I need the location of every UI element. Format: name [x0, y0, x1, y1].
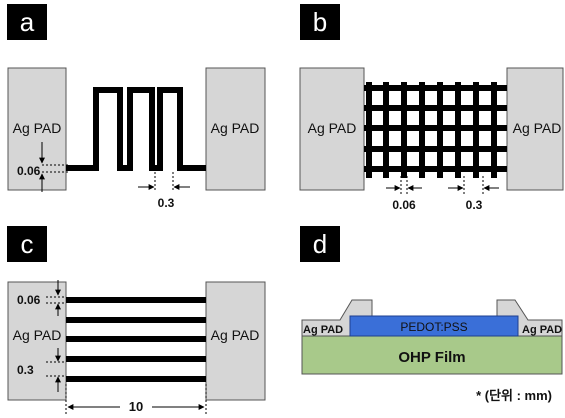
panel-d-letter: d: [313, 229, 327, 259]
panel-c-spacing-label: 0.3: [17, 363, 34, 377]
panel-d: d OHP Film Ag PAD Ag PAD PEDOT:PSS * (단위…: [300, 226, 563, 403]
panel-b-horizontal-line: [364, 166, 507, 172]
panel-b-right-pad: [506, 67, 564, 191]
panel-a-right-pad: [205, 67, 266, 191]
panel-b-left-pad-label: Ag PAD: [308, 120, 357, 136]
panel-b-horizontal-line: [364, 85, 507, 91]
panel-c: c Ag PAD Ag PAD 0.06 0.3 10: [7, 226, 266, 414]
panel-b-mesh-grid: [364, 82, 507, 178]
panel-b-left-pad: [299, 67, 365, 191]
panel-a-left-pad: [7, 67, 67, 191]
panel-a-letter: a: [20, 7, 35, 37]
panel-c-length-label: 10: [129, 399, 143, 414]
panel-a-left-pad-label: Ag PAD: [13, 120, 62, 136]
panel-d-left-pad-label: Ag PAD: [303, 324, 343, 336]
panel-b-letter: b: [313, 7, 327, 37]
panel-a-spacing-label: 0.3: [158, 196, 175, 210]
panel-c-right-pad: [205, 281, 266, 401]
panel-c-line: [66, 376, 206, 382]
panel-b-width-label: 0.06: [392, 198, 416, 212]
panel-b: b Ag PAD Ag PAD 0.06 0.3: [299, 4, 564, 212]
panel-c-line: [66, 356, 206, 362]
panel-c-line: [66, 297, 206, 303]
panel-c-right-pad-label: Ag PAD: [211, 327, 260, 343]
panel-b-horizontal-line: [364, 146, 507, 152]
panel-d-film-label: OHP Film: [398, 349, 465, 366]
panel-a-meander-trace: [66, 87, 206, 171]
panel-d-badge: [300, 226, 340, 262]
panel-c-line: [66, 317, 206, 323]
panel-d-pedot-layer: [349, 315, 519, 337]
panel-c-badge: [7, 226, 47, 262]
panel-d-pedot-label: PEDOT:PSS: [400, 320, 467, 334]
unit-note: * (단위 : mm): [476, 388, 552, 403]
panel-d-right-pad-label: Ag PAD: [522, 324, 562, 336]
panel-b-horizontal-line: [364, 105, 507, 111]
panel-c-width-label: 0.06: [17, 293, 41, 307]
panel-a: a Ag PAD Ag PAD 0.06 0.3: [7, 4, 266, 210]
panel-c-line: [66, 336, 206, 342]
panel-c-left-pad-label: Ag PAD: [13, 327, 62, 343]
panel-a-right-pad-label: Ag PAD: [211, 120, 260, 136]
panel-b-horizontal-line: [364, 125, 507, 131]
panel-d-ohp-film: [301, 335, 563, 375]
panel-b-right-pad-label: Ag PAD: [513, 120, 562, 136]
panel-c-letter: c: [21, 229, 34, 259]
panel-a-width-label: 0.06: [17, 164, 41, 178]
panel-b-spacing-label: 0.3: [466, 198, 483, 212]
panel-a-badge: [7, 4, 47, 40]
panel-b-badge: [300, 4, 340, 40]
